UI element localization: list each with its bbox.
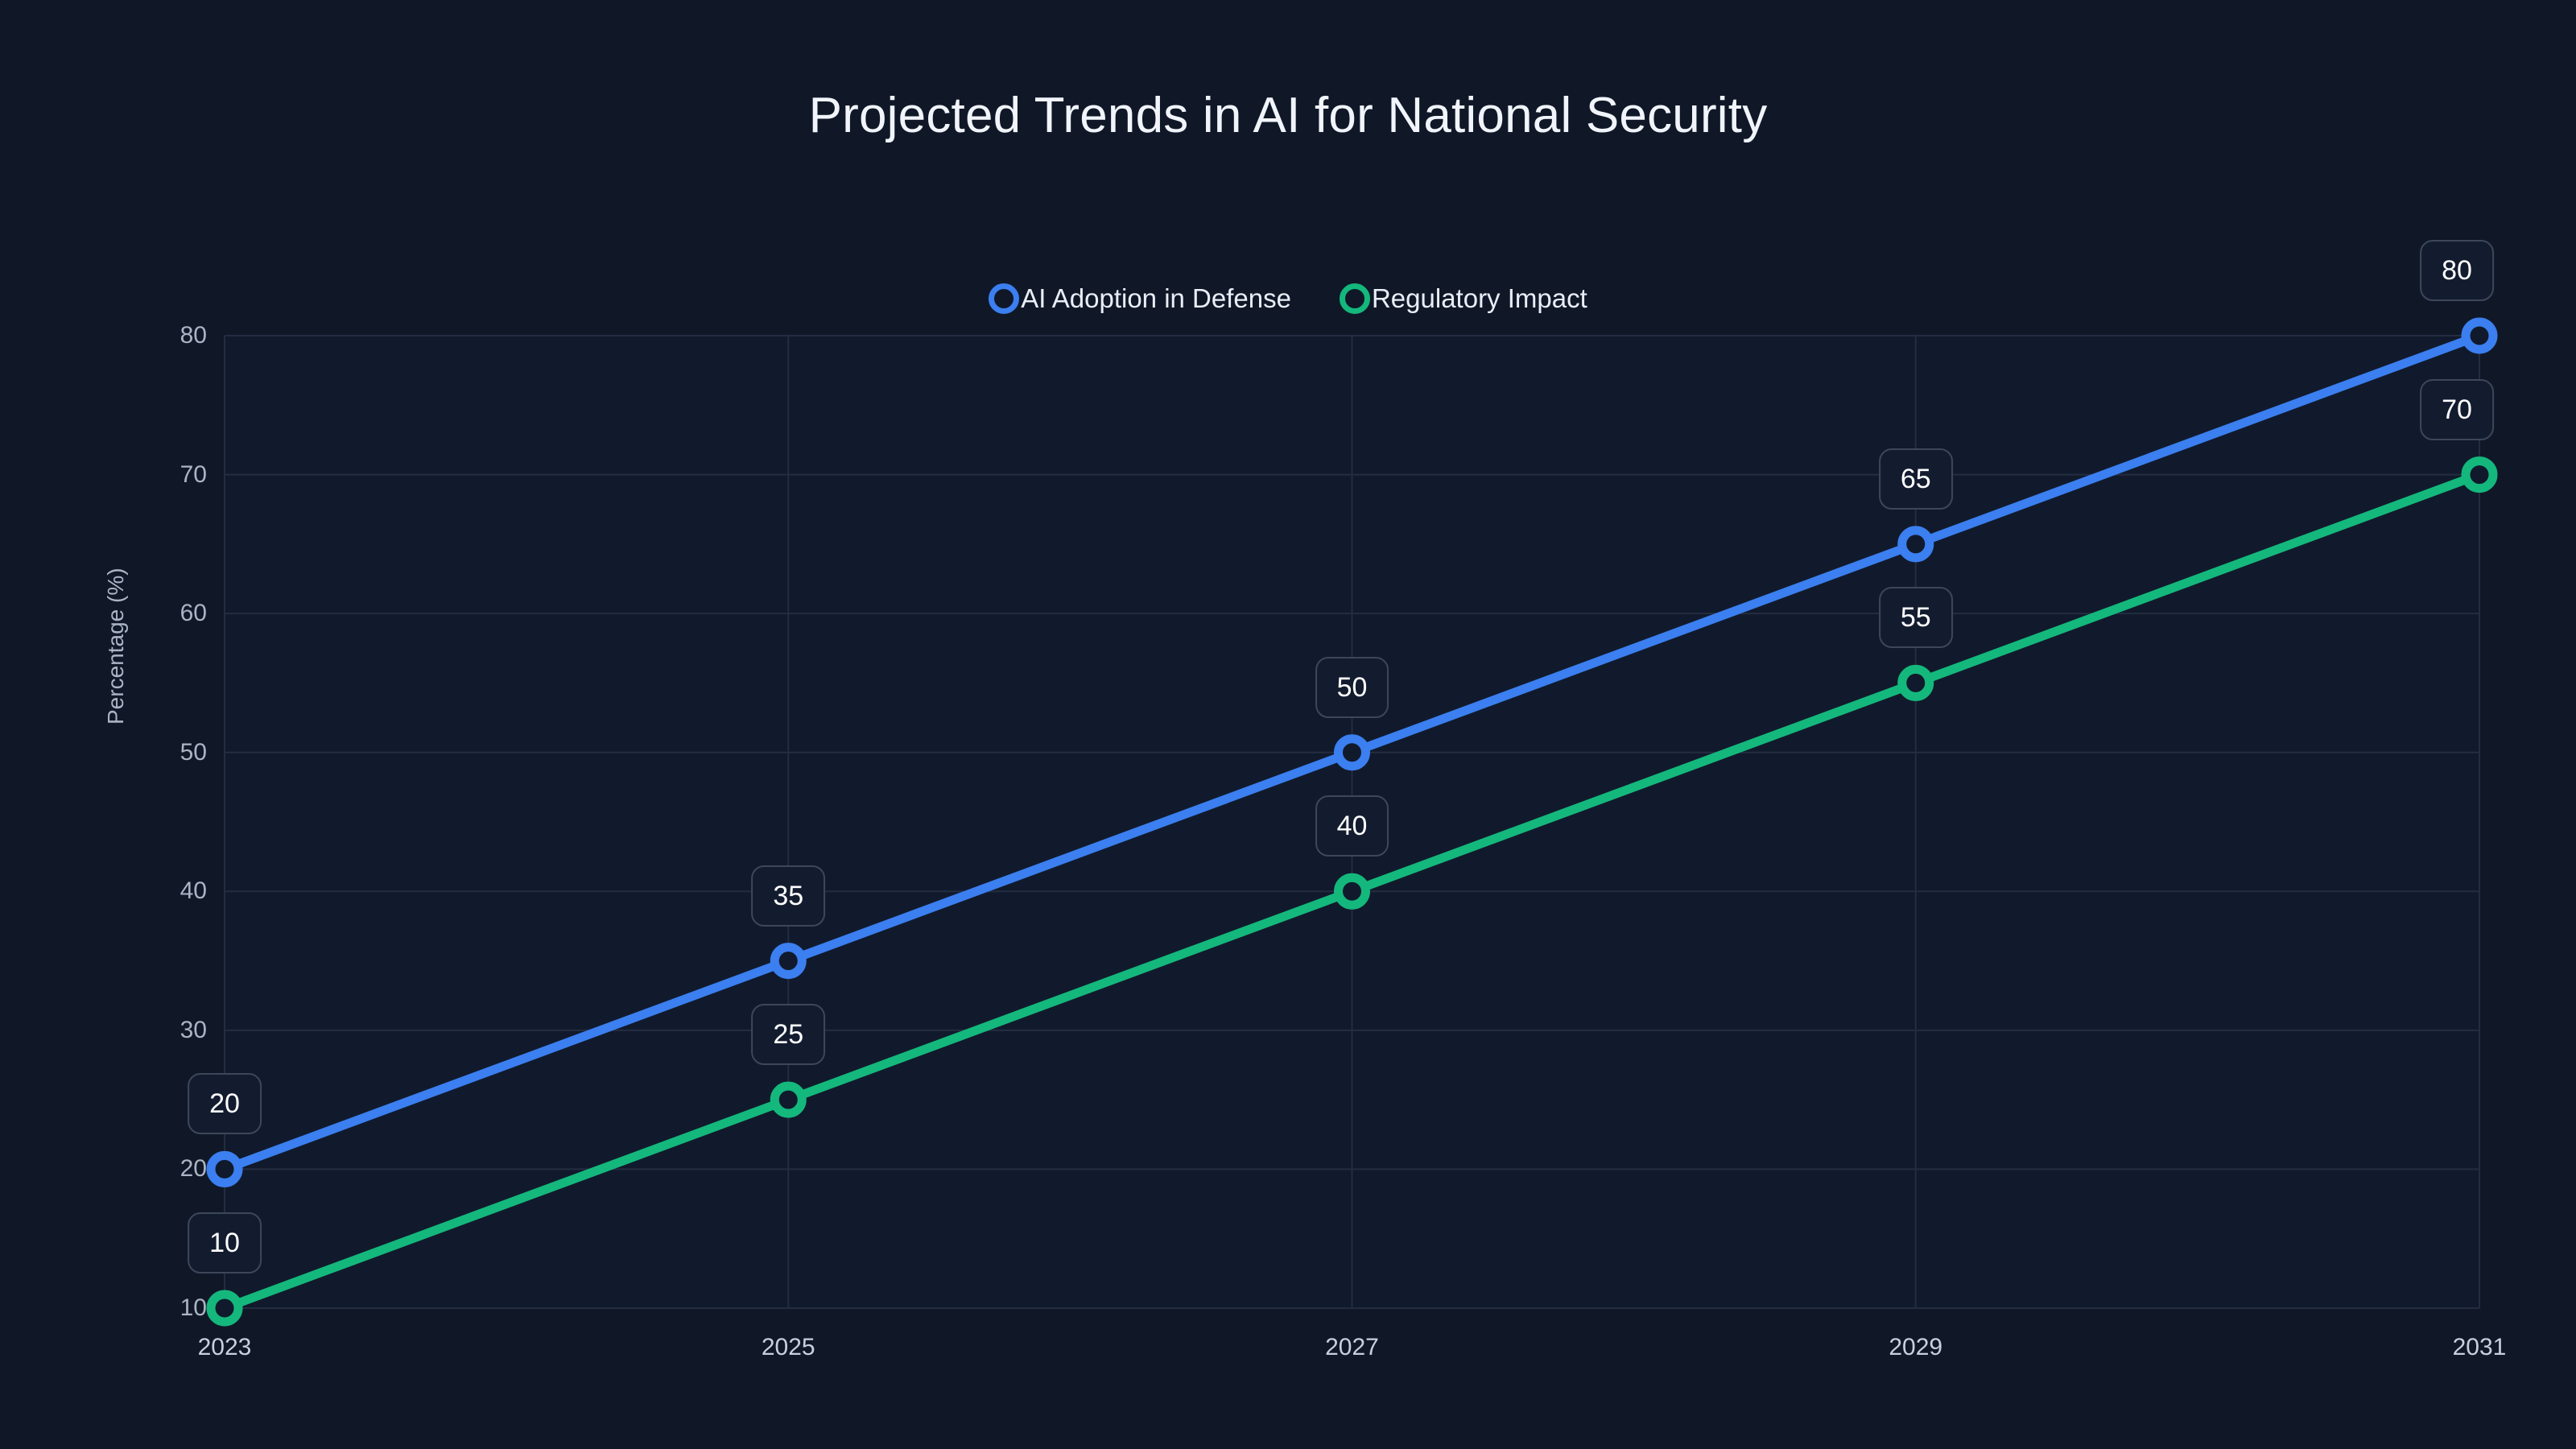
data-point-marker[interactable] — [2461, 317, 2498, 354]
x-axis-tick-label: 2031 — [2452, 1334, 2507, 1360]
legend-item-regulatory-impact[interactable]: Regulatory Impact — [1339, 283, 1587, 314]
data-point-value-label: 20 — [188, 1073, 262, 1135]
plot-canvas — [206, 317, 2498, 1327]
x-axis-tick-label: 2025 — [761, 1334, 815, 1360]
y-axis-tick-label: 40 — [180, 877, 207, 905]
legend-label-series-0: AI Adoption in Defense — [1021, 283, 1291, 313]
data-point-marker[interactable] — [1334, 734, 1370, 771]
data-point-value-label: 40 — [1315, 795, 1389, 857]
y-axis-tick-label: 30 — [180, 1016, 207, 1043]
data-point-marker[interactable] — [770, 943, 807, 980]
x-axis-tick-label: 2029 — [1889, 1334, 1943, 1360]
legend-item-ai-adoption-in-defense[interactable]: AI Adoption in Defense — [989, 283, 1291, 314]
data-point-marker[interactable] — [206, 1150, 243, 1187]
data-point-value-label: 25 — [751, 1004, 826, 1066]
data-point-marker[interactable] — [770, 1081, 807, 1118]
data-point-value-label: 70 — [2420, 378, 2494, 440]
x-axis-tick-label: 2023 — [197, 1334, 252, 1360]
legend-label-series-1: Regulatory Impact — [1371, 283, 1587, 313]
data-point-value-label: 55 — [1878, 587, 1953, 649]
chart-legend: AI Adoption in Defense Regulatory Impact — [0, 283, 2576, 314]
y-axis-tick-label: 60 — [180, 600, 207, 627]
data-point-value-label: 65 — [1878, 448, 1953, 510]
y-axis-tick-label: 70 — [180, 460, 207, 488]
x-axis-tick-label: 2027 — [1325, 1334, 1379, 1360]
data-point-marker[interactable] — [1897, 664, 1934, 701]
data-point-value-label: 10 — [188, 1212, 262, 1274]
legend-ring-icon-series-1 — [1339, 283, 1370, 314]
data-point-marker[interactable] — [2461, 456, 2498, 493]
chart-title: Projected Trends in AI for National Secu… — [808, 88, 1768, 143]
plot-area — [206, 317, 2498, 1327]
data-point-value-label: 80 — [2420, 240, 2494, 301]
y-axis-tick-label: 50 — [180, 738, 207, 766]
data-point-marker[interactable] — [1897, 526, 1934, 563]
data-point-marker[interactable] — [1334, 873, 1370, 910]
y-axis-tick-label: 10 — [180, 1294, 207, 1321]
y-axis-title: Percentage (%) — [103, 568, 128, 724]
y-axis-tick-label: 20 — [180, 1155, 207, 1183]
y-axis-tick-label: 80 — [180, 322, 207, 349]
data-point-value-label: 35 — [751, 865, 826, 927]
data-point-marker[interactable] — [206, 1290, 243, 1327]
data-point-value-label: 50 — [1315, 656, 1389, 718]
legend-ring-icon-series-0 — [989, 283, 1020, 314]
